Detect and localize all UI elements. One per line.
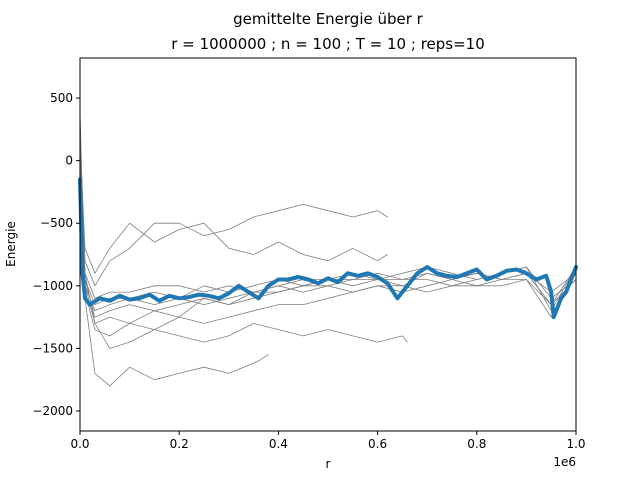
x-tick-label: 1.0 — [566, 437, 585, 451]
chart-title: gemittelte Energie über r — [233, 10, 424, 28]
y-tick-label: −1500 — [32, 341, 73, 355]
x-tick-label: 0.0 — [70, 437, 89, 451]
y-tick-label: −500 — [40, 216, 73, 230]
x-axis-offset-label: 1e6 — [553, 455, 576, 469]
x-tick-label: 0.2 — [170, 437, 189, 451]
y-tick-label: −1000 — [32, 279, 73, 293]
plot-frame — [79, 57, 577, 432]
y-axis-label: Energie — [4, 221, 18, 267]
y-tick-label: 0 — [65, 154, 73, 168]
repetition-line-3 — [79, 135, 388, 287]
repetition-line-2 — [79, 122, 408, 349]
series-layer — [78, 110, 578, 387]
x-tick-label: 0.6 — [368, 437, 387, 451]
x-tick-label: 0.8 — [467, 437, 486, 451]
repetition-line-1 — [79, 110, 269, 387]
x-axis-label: r — [326, 457, 331, 471]
mean-energy-line — [78, 177, 578, 320]
y-axis-ticks: −2000 −1500 −1000 −500 0 500 — [32, 91, 80, 418]
x-axis-ticks: 0.0 0.2 0.4 0.6 0.8 1.0 — [70, 431, 586, 451]
repetition-line-4 — [79, 141, 388, 274]
repetition-line-7 — [79, 160, 577, 337]
y-tick-label: 500 — [50, 91, 73, 105]
x-tick-label: 0.4 — [269, 437, 288, 451]
chart-subtitle: r = 1000000 ; n = 100 ; T = 10 ; reps=10 — [171, 35, 485, 53]
y-tick-label: −2000 — [32, 404, 73, 418]
